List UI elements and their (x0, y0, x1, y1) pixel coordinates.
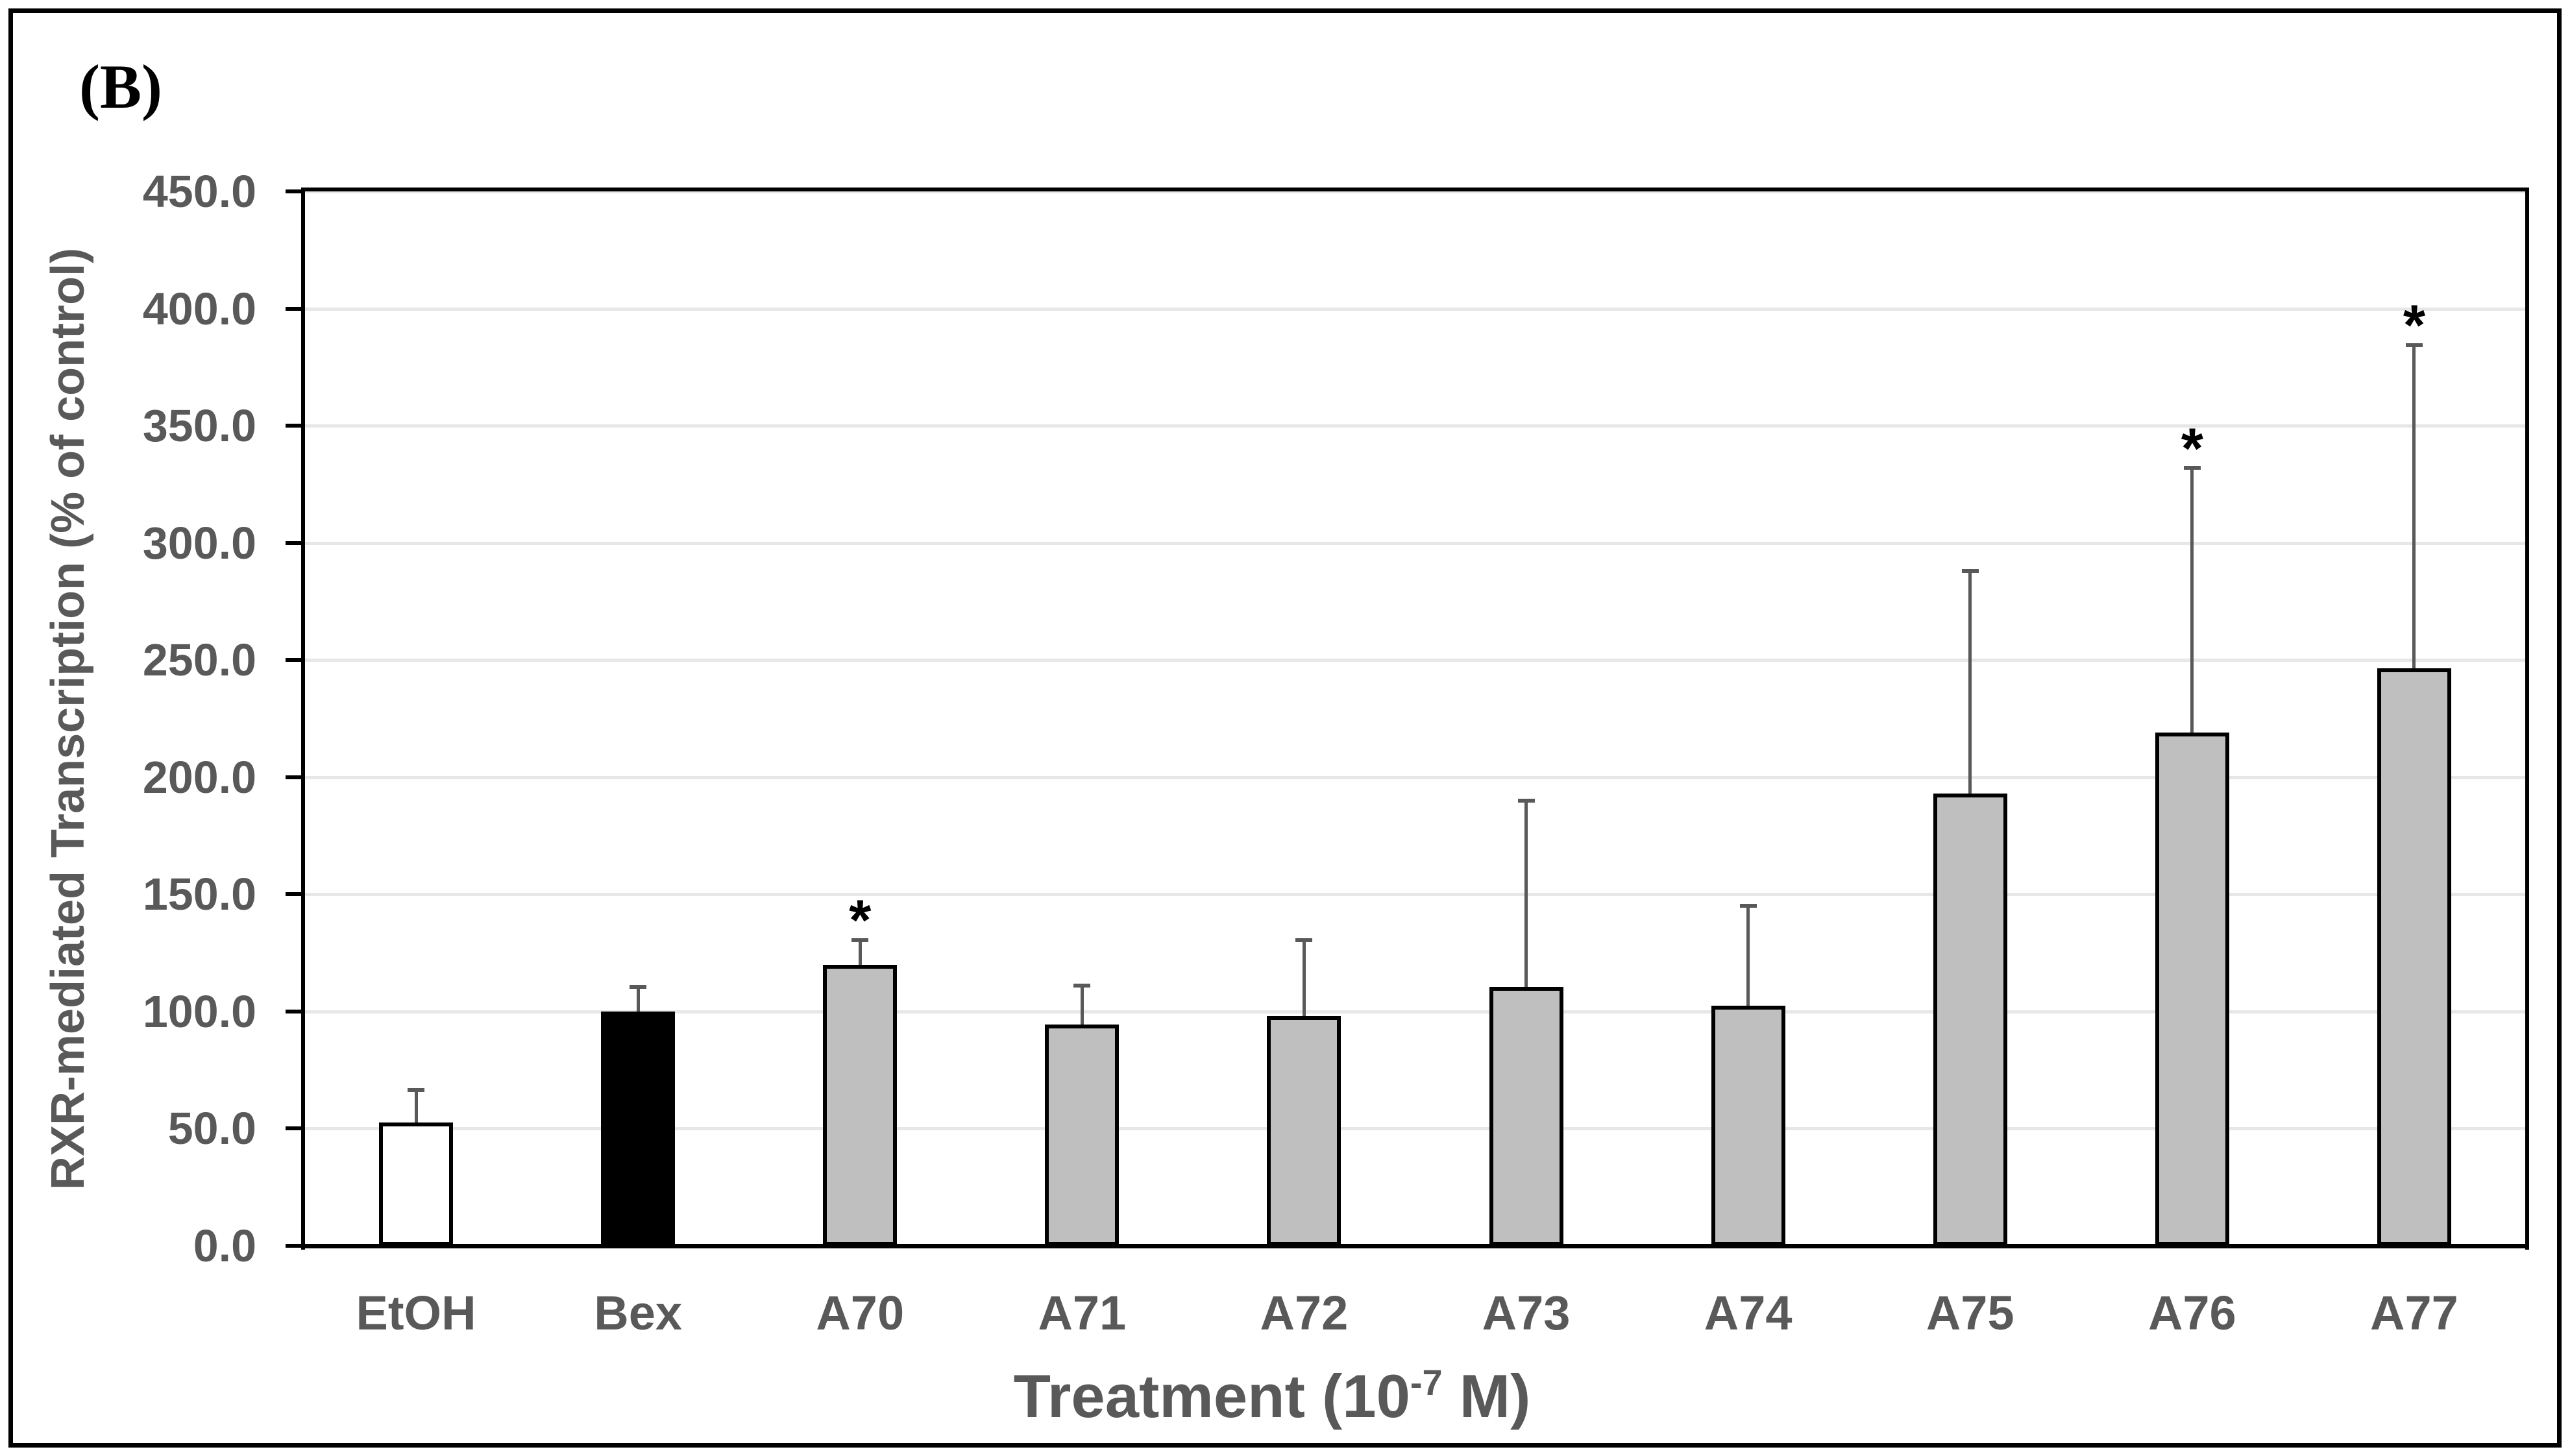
y-tick-label-350.0: 350.0 (142, 400, 256, 452)
bar-A70 (823, 964, 898, 1246)
bar-EtOH (379, 1122, 454, 1246)
gridline-y-200 (305, 775, 2525, 779)
x-category-label-A70: A70 (816, 1286, 905, 1340)
y-tick-label-0.0: 0.0 (193, 1220, 256, 1271)
y-axis-line (301, 188, 305, 1250)
x-category-label-A71: A71 (1038, 1286, 1127, 1340)
error-bar-cap-A70 (851, 938, 869, 942)
gridline-y-150 (305, 893, 2525, 897)
y-axis-title: RXR-mediated Transcription (% of control… (42, 247, 94, 1191)
y-tick-100.0 (286, 1009, 303, 1013)
x-category-label-A75: A75 (1926, 1286, 2014, 1340)
bar-A77 (2377, 668, 2451, 1246)
x-axis-line (301, 1244, 2529, 1248)
bar-A75 (1933, 794, 2007, 1246)
error-bar-cap-EtOH (408, 1087, 425, 1092)
significance-star-A70: * (849, 888, 872, 952)
gridline-y-250 (305, 659, 2525, 662)
significance-star-A76: * (2181, 415, 2203, 480)
bar-A73 (1489, 986, 1563, 1246)
gridline-y-300 (305, 541, 2525, 545)
y-tick-400.0 (286, 306, 303, 311)
error-bar-line-A74 (1746, 906, 1750, 1006)
gridline-y-400 (305, 307, 2525, 311)
error-bar-line-A73 (1524, 800, 1528, 987)
y-tick-0.0 (286, 1244, 303, 1248)
error-bar-cap-A77 (2405, 343, 2423, 347)
y-tick-350.0 (286, 424, 303, 428)
bar-A74 (1711, 1005, 1785, 1246)
x-axis-title-text: Treatment (10 (1013, 1362, 1410, 1430)
error-bar-cap-A73 (1517, 798, 1535, 803)
significance-star-A77: * (2403, 292, 2426, 357)
y-tick-450.0 (286, 189, 303, 193)
error-bar-cap-A76 (2183, 466, 2201, 470)
x-category-label-A73: A73 (1482, 1286, 1571, 1340)
y-tick-label-200.0: 200.0 (142, 751, 256, 803)
gridline-y-450 (305, 190, 2525, 193)
panel-label: (B) (79, 52, 162, 121)
y-tick-250.0 (286, 658, 303, 662)
y-tick-label-50.0: 50.0 (167, 1103, 256, 1154)
x-axis-title-suffix: M) (1442, 1362, 1531, 1430)
error-bar-line-Bex (636, 986, 640, 1012)
x-category-label-Bex: Bex (594, 1286, 683, 1340)
y-tick-label-100.0: 100.0 (142, 986, 256, 1037)
error-bar-line-A75 (1968, 571, 1972, 794)
gridline-y-50 (305, 1127, 2525, 1131)
y-tick-label-450.0: 450.0 (142, 166, 256, 217)
y-tick-50.0 (286, 1126, 303, 1131)
x-category-label-A72: A72 (1260, 1286, 1349, 1340)
bar-A72 (1267, 1016, 1341, 1246)
y-tick-label-150.0: 150.0 (142, 869, 256, 920)
y-tick-150.0 (286, 892, 303, 897)
y-tick-200.0 (286, 775, 303, 779)
x-category-label-A76: A76 (2148, 1286, 2236, 1340)
y-tick-label-400.0: 400.0 (142, 283, 256, 334)
plot-border-right (2525, 188, 2529, 1250)
x-axis-title: Treatment (10-7 M) (1014, 1361, 1531, 1431)
error-bar-line-EtOH (414, 1089, 418, 1123)
x-category-label-A74: A74 (1704, 1286, 1793, 1340)
x-category-label-EtOH: EtOH (356, 1286, 476, 1340)
x-category-label-A77: A77 (2370, 1286, 2458, 1340)
gridline-y-350 (305, 424, 2525, 428)
plot-border-top (301, 188, 2529, 191)
error-bar-line-A76 (2190, 468, 2194, 733)
error-bar-cap-Bex (630, 984, 647, 989)
error-bar-line-A71 (1080, 986, 1084, 1025)
x-axis-title-superscript: -7 (1410, 1362, 1443, 1403)
error-bar-cap-A74 (1739, 904, 1757, 908)
y-tick-300.0 (286, 540, 303, 545)
error-bar-line-A72 (1302, 940, 1306, 1017)
bar-Bex (601, 1011, 676, 1246)
y-tick-label-250.0: 250.0 (142, 635, 256, 686)
error-bar-line-A77 (2412, 345, 2416, 668)
error-bar-cap-A71 (1073, 984, 1091, 988)
bar-A71 (1045, 1024, 1120, 1246)
error-bar-line-A70 (858, 940, 862, 965)
error-bar-cap-A75 (1961, 569, 1979, 573)
bar-A76 (2155, 733, 2229, 1246)
error-bar-cap-A72 (1295, 938, 1313, 942)
gridline-y-100 (305, 1010, 2525, 1013)
y-tick-label-300.0: 300.0 (142, 517, 256, 568)
